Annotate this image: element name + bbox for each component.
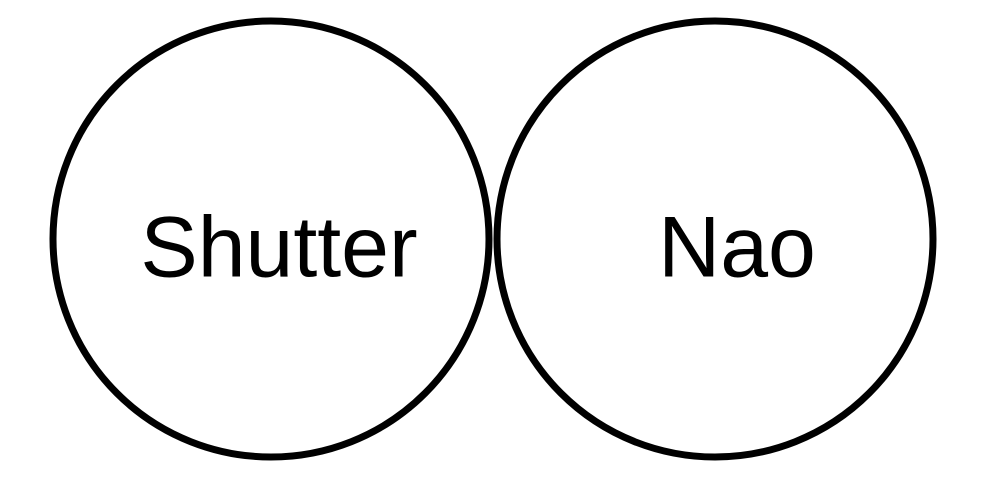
circle-label-nao: Nao [658, 200, 816, 296]
circle-label-shutter: Shutter [140, 200, 417, 296]
circle-nao-group: Nao [493, 17, 937, 461]
circle-nao [493, 17, 937, 461]
circle-shutter-group: Shutter [49, 17, 493, 461]
circle-shutter [49, 17, 493, 461]
